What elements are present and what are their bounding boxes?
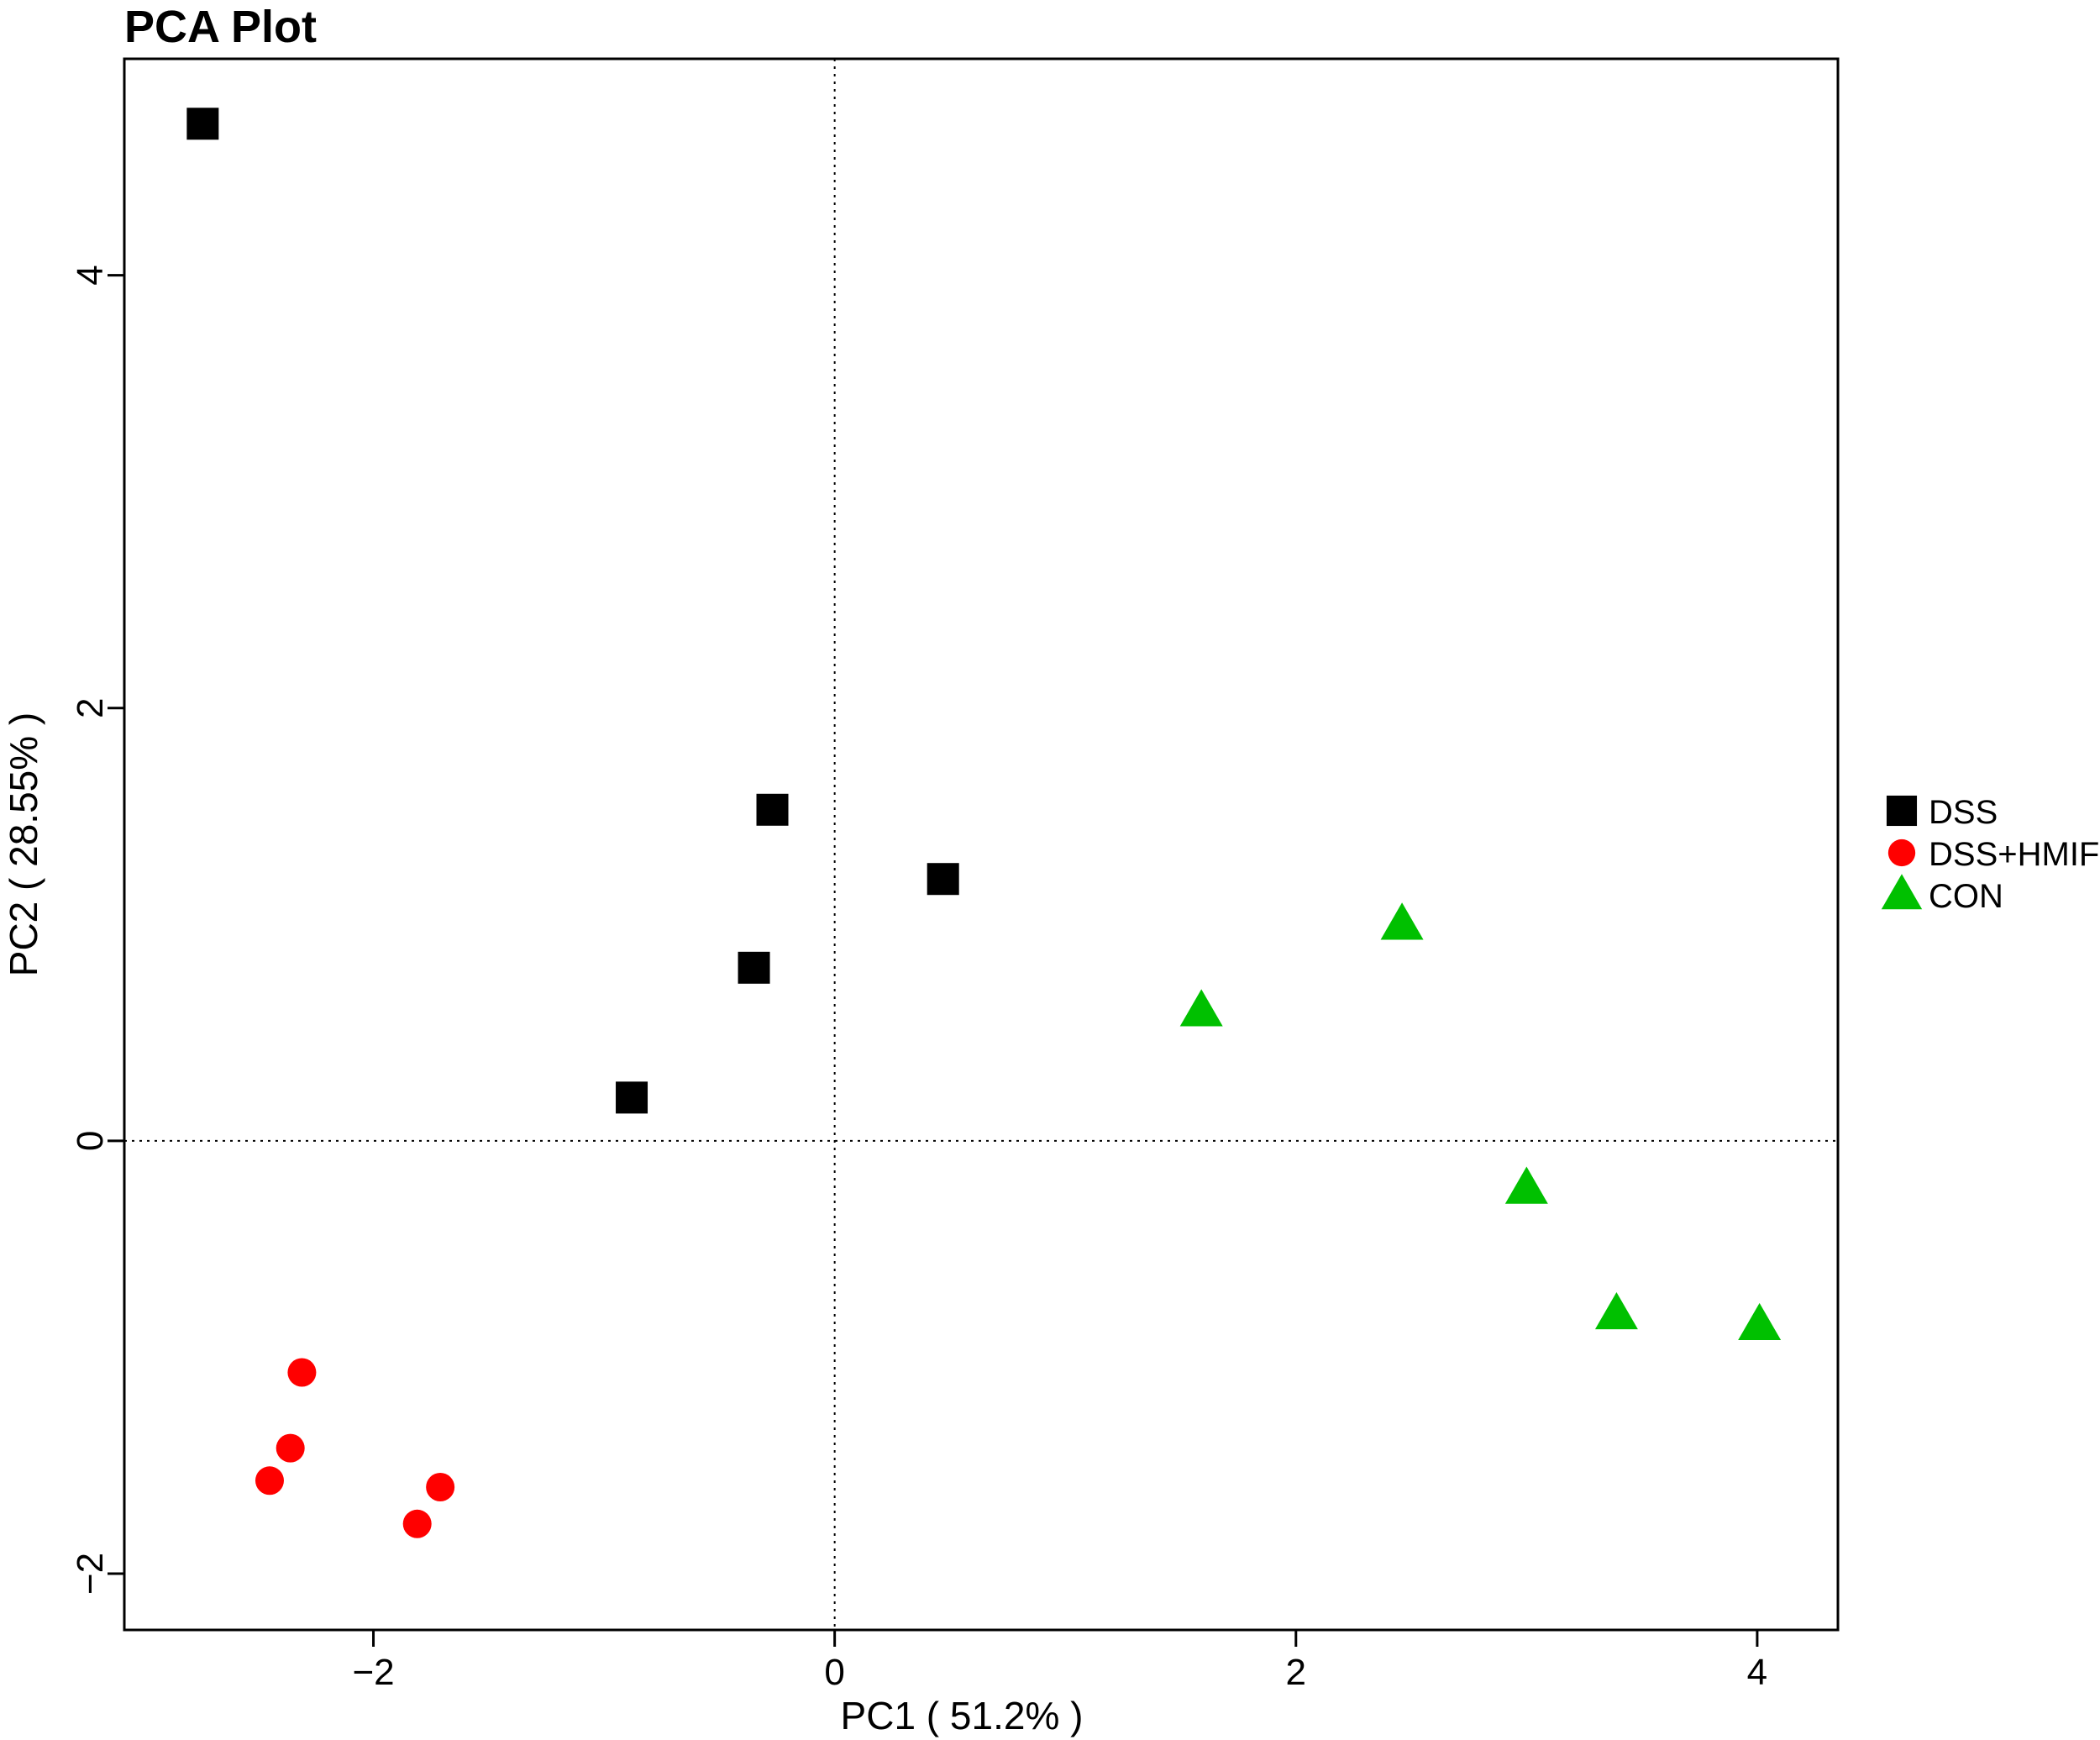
point-dss-hmif	[287, 1358, 317, 1387]
point-dss	[756, 793, 789, 826]
x-tick-label: 0	[824, 1652, 844, 1693]
x-axis-label: PC1 ( 51.2% )	[841, 1694, 1084, 1737]
y-axis-label: PC2 ( 28.55% )	[2, 712, 45, 976]
point-dss-hmif	[426, 1473, 455, 1501]
point-dss	[927, 863, 959, 896]
legend: DSS DSS+HMIF CON	[1881, 794, 2099, 915]
legend-label-con: CON	[1929, 878, 2003, 915]
point-con	[1179, 989, 1223, 1027]
chart-title: PCA Plot	[124, 2, 317, 52]
y-axis: −2 0 2 4	[70, 265, 124, 1595]
point-con	[1594, 1291, 1638, 1330]
data-points	[186, 108, 1782, 1538]
point-dss	[738, 951, 770, 984]
legend-marker-con	[1881, 874, 1923, 910]
reference-lines	[124, 59, 1838, 1630]
plot-frame	[123, 57, 1840, 1632]
y-tick-label: 2	[70, 697, 111, 718]
x-axis: −2 0 2 4	[352, 1630, 1767, 1693]
y-tick-label: −2	[70, 1553, 111, 1595]
point-dss	[186, 108, 219, 140]
point-dss-hmif	[402, 1509, 432, 1538]
x-tick-label: −2	[352, 1652, 394, 1693]
point-con	[1504, 1166, 1548, 1204]
point-dss	[616, 1081, 648, 1114]
y-tick-label: 4	[70, 265, 111, 285]
x-tick-label: 2	[1286, 1652, 1306, 1693]
y-tick-label: 0	[70, 1131, 111, 1151]
point-dss-hmif	[255, 1466, 284, 1496]
legend-marker-dss-hmif	[1887, 838, 1916, 867]
legend-label-dss-hmif: DSS+HMIF	[1929, 836, 2099, 873]
x-tick-label: 4	[1747, 1652, 1767, 1693]
legend-marker-dss	[1886, 795, 1918, 827]
legend-label-dss: DSS	[1929, 794, 1998, 831]
point-con	[1380, 902, 1424, 940]
point-con	[1738, 1302, 1782, 1341]
point-dss-hmif	[276, 1433, 305, 1463]
